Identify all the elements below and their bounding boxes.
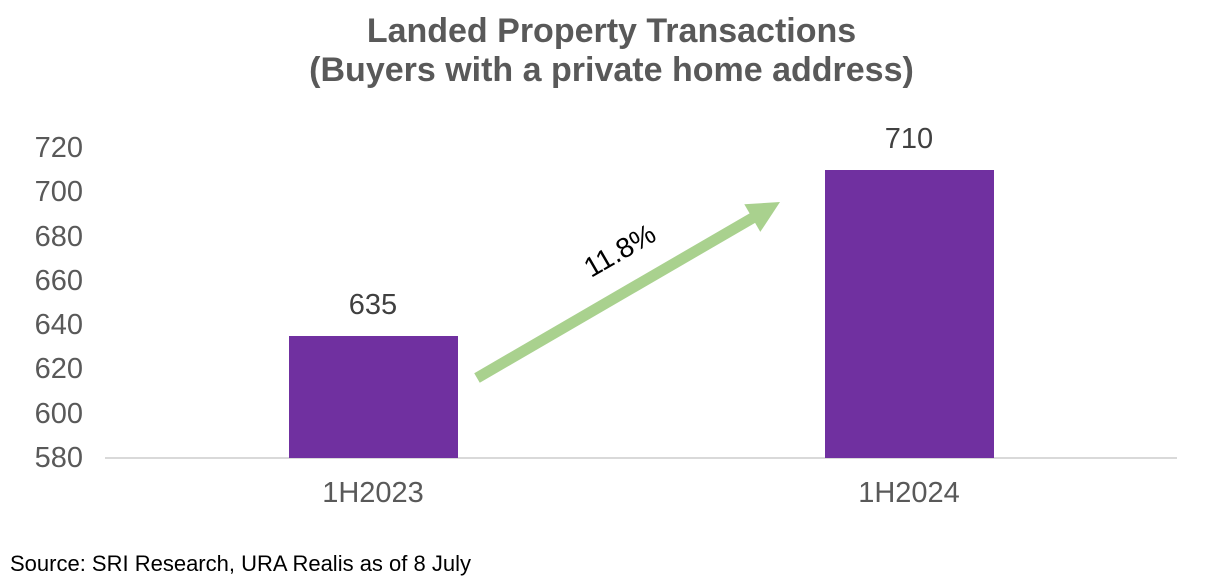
y-tick-label-640: 640 <box>34 309 83 342</box>
y-tick-label-660: 660 <box>34 264 83 297</box>
bar-1h2024 <box>824 170 994 458</box>
category-label-1h2024: 1H2024 <box>858 477 960 509</box>
y-tick-label-700: 700 <box>34 176 83 209</box>
value-label-1h2024: 710 <box>884 123 934 156</box>
y-tick-label-600: 600 <box>34 397 83 430</box>
y-tick-label-620: 620 <box>34 353 83 386</box>
x-axis-baseline <box>105 457 1177 459</box>
y-tick-label-580: 580 <box>34 442 83 474</box>
chart-title-line1: Landed Property Transactions <box>366 12 857 50</box>
chart-title-line2: (Buyers with a private home address) <box>309 51 914 89</box>
category-label-1h2023: 1H2023 <box>322 477 424 509</box>
bar-1h2023 <box>288 336 458 458</box>
growth-arrow-head <box>744 202 780 232</box>
y-tick-label-680: 680 <box>34 220 83 253</box>
chart-title: Landed Property Transactions (Buyers wit… <box>0 12 1223 90</box>
y-tick-label-720: 720 <box>34 132 83 164</box>
value-label-1h2023: 635 <box>348 289 398 322</box>
source-text: Source: SRI Research, URA Realis as of 8… <box>10 551 471 576</box>
growth-percentage-label: 11.8% <box>578 217 661 284</box>
